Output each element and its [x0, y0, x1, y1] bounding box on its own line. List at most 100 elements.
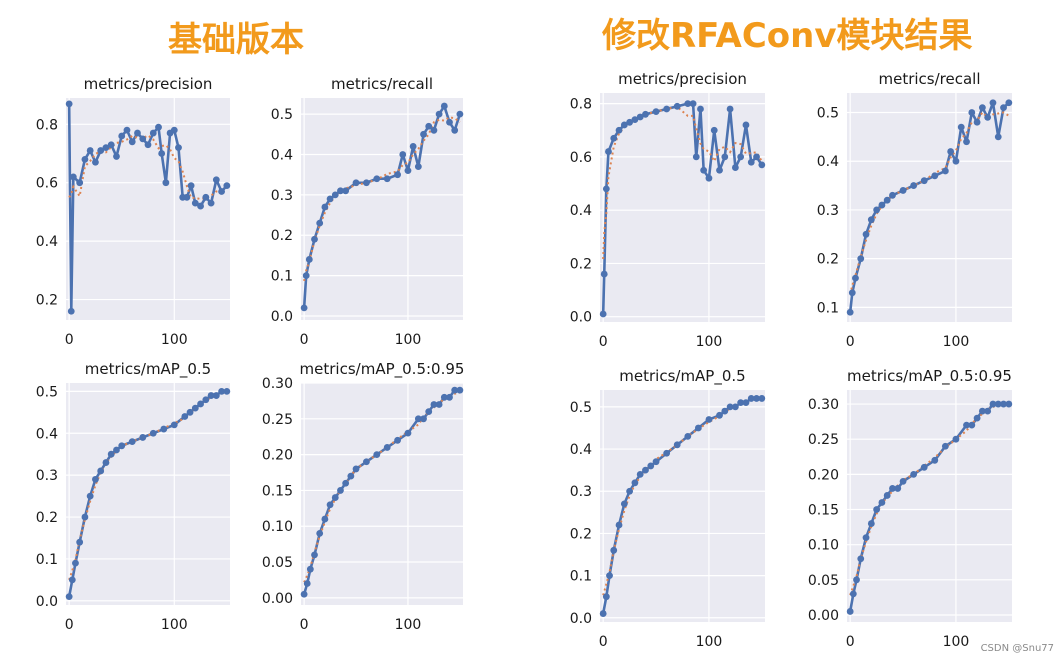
- data-point: [873, 206, 881, 214]
- smooth-line: [68, 134, 228, 201]
- data-point: [753, 153, 760, 161]
- data-point: [753, 395, 760, 402]
- data-point: [430, 126, 438, 134]
- data-point: [697, 105, 704, 113]
- data-point: [737, 153, 745, 161]
- plot-area: [847, 93, 1012, 322]
- data-point: [352, 179, 360, 187]
- data-point: [742, 399, 750, 407]
- data-point: [626, 487, 634, 495]
- data-point: [1005, 400, 1013, 408]
- smooth-line: [303, 116, 461, 282]
- data-point: [602, 185, 610, 193]
- y-tick-label: 0.2: [271, 228, 293, 244]
- data-point: [636, 470, 644, 478]
- data-point: [705, 174, 713, 182]
- y-tick-label: 0.5: [271, 107, 293, 123]
- data-point: [306, 565, 314, 573]
- panel-title: metrics/mAP_0.5: [619, 367, 745, 386]
- y-tick-label: 0.4: [36, 234, 58, 250]
- data-point: [631, 479, 639, 487]
- data-point: [989, 400, 997, 408]
- y-tick-label: 0.1: [271, 269, 293, 285]
- y-tick-label: 0.25: [808, 432, 839, 448]
- data-point: [160, 425, 168, 433]
- data-point: [747, 158, 755, 166]
- data-point: [86, 147, 94, 154]
- data-point: [113, 446, 120, 454]
- panel-title: metrics/mAP_0.5: [85, 360, 211, 379]
- data-point: [684, 100, 692, 108]
- data-point: [894, 485, 902, 492]
- x-tick-label: 100: [696, 334, 723, 350]
- data-point: [149, 129, 157, 137]
- y-tick-label: 0.8: [570, 97, 592, 113]
- data-point: [968, 109, 976, 116]
- data-point: [610, 546, 618, 554]
- x-tick-label: 100: [943, 334, 970, 350]
- data-point: [673, 102, 681, 110]
- data-point: [144, 141, 152, 149]
- data-point: [920, 177, 928, 185]
- plot-area: [600, 93, 765, 322]
- data-point: [963, 138, 970, 146]
- data-point: [1000, 104, 1007, 112]
- data-point: [420, 415, 427, 423]
- data-point: [952, 435, 960, 443]
- data-point: [910, 182, 918, 189]
- data-point: [347, 472, 355, 480]
- data-point: [883, 492, 891, 499]
- panel-right-6: metrics/mAP_0.5 0.0 0.1 0.2 0.3 0.4 0.5 0 100: [570, 367, 766, 650]
- data-point: [610, 134, 618, 142]
- y-tick-label: 0.5: [817, 105, 839, 121]
- data-point: [212, 392, 220, 399]
- y-tick-label: 0.6: [570, 150, 592, 166]
- data-point: [451, 126, 459, 134]
- data-point: [123, 126, 131, 134]
- data-point: [605, 148, 612, 155]
- data-point: [383, 175, 391, 183]
- data-point: [102, 459, 110, 466]
- data-point: [363, 179, 370, 187]
- data-point: [81, 513, 89, 521]
- panel-left-0: metrics/precision 0.2 0.4 0.6 0.8 0 100: [36, 75, 231, 348]
- x-tick-label: 100: [161, 617, 188, 633]
- data-point: [984, 113, 992, 121]
- data-point: [631, 116, 639, 124]
- data-point: [149, 429, 157, 437]
- x-tick-label: 100: [395, 332, 422, 348]
- data-point: [435, 401, 443, 408]
- y-tick-label: 0.15: [262, 483, 293, 499]
- data-point: [978, 407, 986, 415]
- data-point: [383, 444, 391, 451]
- data-point: [705, 416, 713, 423]
- data-point: [302, 272, 310, 279]
- x-tick-label: 0: [300, 617, 309, 633]
- data-point: [97, 147, 105, 154]
- data-point: [731, 403, 739, 411]
- data-point: [873, 506, 881, 513]
- data-point: [118, 132, 126, 140]
- data-point: [76, 179, 84, 187]
- data-point: [737, 399, 745, 407]
- data-point: [848, 289, 856, 297]
- data-point: [191, 404, 199, 412]
- data-point: [207, 199, 215, 207]
- y-tick-label: 0.3: [271, 188, 293, 204]
- panel-right-7: metrics/mAP_0.5:0.95 0.00 0.05 0.10 0.15 0.20…: [808, 367, 1013, 650]
- y-tick-label: 0.2: [817, 252, 839, 268]
- data-point: [128, 438, 136, 446]
- data-point: [642, 466, 649, 474]
- y-tick-label: 0.0: [271, 309, 293, 325]
- data-point: [889, 191, 896, 199]
- data-point: [652, 108, 660, 116]
- data-point: [692, 153, 700, 161]
- data-point: [187, 182, 195, 190]
- data-point: [440, 102, 448, 110]
- y-tick-label: 0.20: [808, 467, 839, 483]
- data-point: [139, 135, 147, 143]
- y-tick-label: 0.2: [570, 256, 592, 272]
- data-point: [989, 99, 997, 107]
- data-point: [404, 167, 412, 175]
